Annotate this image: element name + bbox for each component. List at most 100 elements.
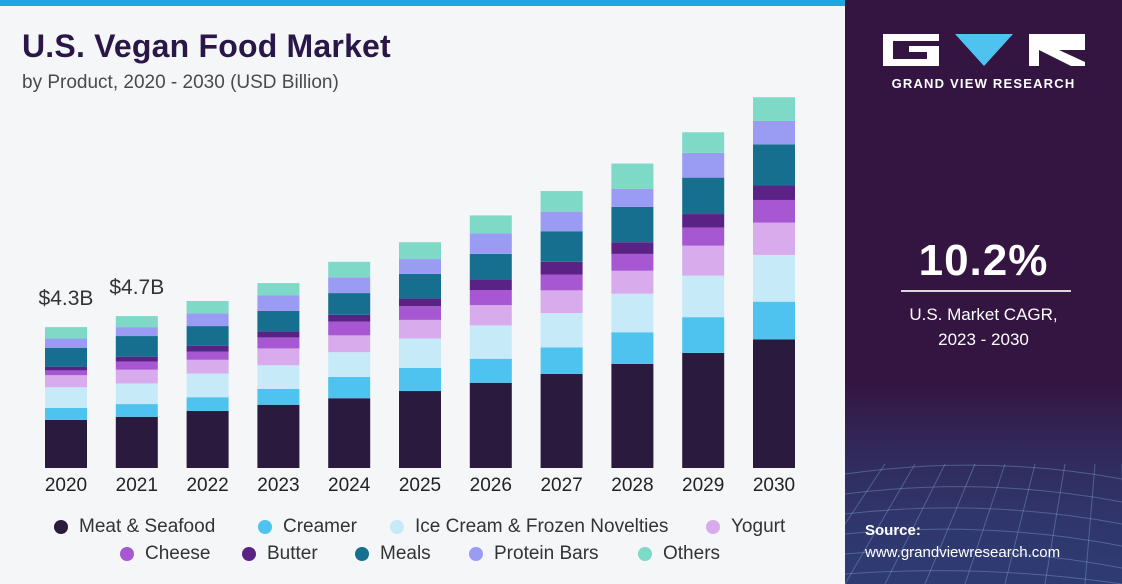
bar-segment-butter-2021 bbox=[115, 356, 158, 362]
bar-segment-butter-2029 bbox=[682, 214, 725, 228]
cagr-divider bbox=[901, 290, 1071, 292]
bar-segment-creamer-2023 bbox=[257, 388, 300, 405]
bar-segment-cheese-2022 bbox=[186, 351, 229, 360]
bar-segment-cheese-2021 bbox=[115, 361, 158, 370]
bar-segment-yogurt-2024 bbox=[328, 335, 371, 353]
legend-item-ice-cream-and-frozen-novelties: Ice Cream & Frozen Novelties bbox=[390, 516, 668, 538]
legend-swatch-meat-and-seafood bbox=[54, 520, 68, 534]
bar-segment-cheese-2026 bbox=[469, 289, 512, 306]
sidebar-panel: GRAND VIEW RESEARCH 10.2% U.S. Market CA… bbox=[845, 0, 1122, 584]
legend-swatch-protein-bars bbox=[469, 547, 483, 561]
bar-segment-meals-2028 bbox=[611, 206, 654, 243]
source-url[interactable]: www.grandviewresearch.com bbox=[865, 544, 1061, 561]
bar-segment-protein-bars-2025 bbox=[399, 259, 441, 274]
legend-item-meals: Meals bbox=[355, 543, 431, 565]
x-tick-label-2024: 2024 bbox=[328, 475, 371, 496]
bar-segment-others-2022 bbox=[186, 300, 229, 314]
legend-swatch-others bbox=[638, 547, 652, 561]
bar-segment-ice-cream-and-frozen-novelties-2026 bbox=[469, 325, 512, 359]
bar-segment-others-2028 bbox=[611, 163, 654, 189]
bar-segment-yogurt-2023 bbox=[257, 348, 300, 366]
bar-segment-others-2023 bbox=[257, 283, 300, 296]
chart-subtitle: by Product, 2020 - 2030 (USD Billion) bbox=[22, 72, 339, 93]
legend-label-ice-cream-and-frozen-novelties: Ice Cream & Frozen Novelties bbox=[415, 516, 669, 537]
bar-segment-ice-cream-and-frozen-novelties-2025 bbox=[399, 338, 441, 369]
bar-segment-meals-2024 bbox=[328, 293, 371, 315]
cagr-label: U.S. Market CAGR, 2023 - 2030 bbox=[845, 302, 1122, 352]
bar-segment-meat-and-seafood-2026 bbox=[469, 382, 512, 468]
legend-label-others: Others bbox=[663, 543, 721, 564]
bar-segment-yogurt-2020 bbox=[45, 375, 87, 388]
bar-segment-ice-cream-and-frozen-novelties-2030 bbox=[753, 254, 795, 302]
x-tick-label-2022: 2022 bbox=[186, 475, 228, 496]
legend-item-yogurt: Yogurt bbox=[706, 516, 785, 538]
bar-segment-protein-bars-2026 bbox=[469, 233, 512, 254]
legend-label-protein-bars: Protein Bars bbox=[494, 543, 599, 564]
bar-segment-yogurt-2028 bbox=[611, 270, 654, 294]
bar-segment-creamer-2030 bbox=[753, 301, 795, 340]
cagr-value: 10.2% bbox=[918, 236, 1049, 285]
legend-item-protein-bars: Protein Bars bbox=[469, 543, 599, 565]
bar-segment-yogurt-2029 bbox=[682, 245, 725, 276]
bar-segment-ice-cream-and-frozen-novelties-2023 bbox=[257, 365, 300, 389]
legend-label-meat-and-seafood: Meat & Seafood bbox=[79, 516, 216, 537]
bar-segment-butter-2024 bbox=[328, 314, 371, 322]
bar-segment-yogurt-2021 bbox=[115, 369, 158, 384]
bar-segment-creamer-2022 bbox=[186, 397, 229, 411]
bar-segment-others-2021 bbox=[115, 316, 158, 328]
bar-segment-butter-2025 bbox=[399, 298, 441, 307]
x-tick-label-2025: 2025 bbox=[399, 475, 441, 496]
bar-segment-meat-and-seafood-2021 bbox=[115, 416, 158, 468]
bar-segment-ice-cream-and-frozen-novelties-2020 bbox=[45, 387, 87, 408]
legend-swatch-meals bbox=[355, 547, 369, 561]
cagr-label-line1: U.S. Market CAGR, bbox=[909, 305, 1058, 324]
bar-segment-cheese-2027 bbox=[540, 274, 583, 291]
legend-swatch-ice-cream-and-frozen-novelties bbox=[390, 520, 404, 534]
bar-segment-ice-cream-and-frozen-novelties-2021 bbox=[115, 383, 158, 405]
bar-segment-yogurt-2027 bbox=[540, 290, 583, 314]
bar-segment-butter-2023 bbox=[257, 331, 300, 338]
bar-segment-others-2024 bbox=[328, 261, 371, 278]
bar-segment-others-2027 bbox=[540, 191, 583, 212]
bar-segment-protein-bars-2020 bbox=[45, 338, 87, 348]
bar-segment-protein-bars-2027 bbox=[540, 211, 583, 232]
decorative-grid-graphic bbox=[845, 384, 1122, 584]
bar-segment-cheese-2020 bbox=[45, 370, 87, 376]
bar-segment-cheese-2023 bbox=[257, 337, 300, 349]
legend-item-meat-and-seafood: Meat & Seafood bbox=[54, 516, 215, 538]
brand-name: GRAND VIEW RESEARCH bbox=[891, 76, 1076, 91]
data-label-2021: $4.7B bbox=[109, 276, 164, 299]
legend-label-meals: Meals bbox=[380, 543, 431, 564]
bar-segment-meals-2030 bbox=[753, 144, 795, 186]
legend-item-butter: Butter bbox=[242, 543, 318, 565]
legend-item-others: Others bbox=[638, 543, 720, 565]
legend-swatch-yogurt bbox=[706, 520, 720, 534]
legend-label-yogurt: Yogurt bbox=[731, 516, 786, 537]
bar-segment-cheese-2025 bbox=[399, 306, 441, 320]
legend-swatch-butter bbox=[242, 547, 256, 561]
bar-segment-meat-and-seafood-2023 bbox=[257, 404, 300, 468]
bar-segment-cheese-2030 bbox=[753, 199, 795, 223]
x-tick-label-2021: 2021 bbox=[116, 475, 158, 496]
x-tick-label-2028: 2028 bbox=[611, 475, 653, 496]
bar-segment-meat-and-seafood-2028 bbox=[611, 363, 654, 468]
bar-segment-meals-2023 bbox=[257, 310, 300, 332]
bar-segment-creamer-2029 bbox=[682, 317, 725, 353]
bar-segment-others-2030 bbox=[753, 97, 795, 121]
bar-segment-butter-2030 bbox=[753, 185, 795, 200]
bar-segment-meat-and-seafood-2020 bbox=[45, 419, 87, 468]
bar-segment-butter-2020 bbox=[45, 366, 87, 371]
bar-segment-yogurt-2025 bbox=[399, 319, 441, 339]
chart-panel: U.S. Vegan Food Market by Product, 2020 … bbox=[0, 0, 845, 584]
bar-segment-yogurt-2022 bbox=[186, 359, 229, 374]
legend-label-cheese: Cheese bbox=[145, 543, 211, 564]
chart-title: U.S. Vegan Food Market bbox=[22, 28, 391, 64]
bar-segment-creamer-2020 bbox=[45, 407, 87, 420]
bar-segment-meat-and-seafood-2025 bbox=[399, 391, 441, 468]
bar-segment-butter-2026 bbox=[469, 279, 512, 290]
bar-segment-creamer-2026 bbox=[469, 358, 512, 383]
bar-segment-cheese-2024 bbox=[328, 321, 371, 336]
bar-segment-protein-bars-2024 bbox=[328, 277, 371, 294]
bar-segment-yogurt-2030 bbox=[753, 222, 795, 255]
source-title: Source: bbox=[865, 522, 921, 539]
